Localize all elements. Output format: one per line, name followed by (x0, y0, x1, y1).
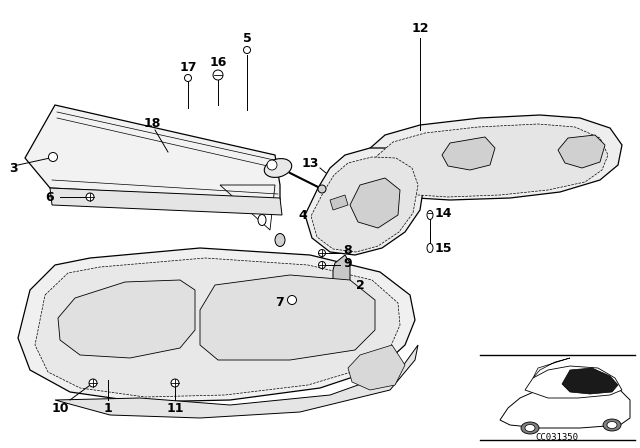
Text: 15: 15 (435, 241, 452, 254)
Text: 14: 14 (435, 207, 452, 220)
Polygon shape (368, 124, 608, 197)
Polygon shape (18, 248, 415, 402)
Ellipse shape (287, 296, 296, 305)
Ellipse shape (318, 185, 326, 193)
Polygon shape (305, 148, 425, 255)
Text: 5: 5 (243, 31, 252, 44)
Text: 11: 11 (166, 401, 184, 414)
Ellipse shape (86, 193, 94, 201)
Text: 18: 18 (143, 116, 161, 129)
Text: 2: 2 (356, 279, 364, 292)
Ellipse shape (275, 233, 285, 246)
Polygon shape (525, 366, 622, 398)
Text: 4: 4 (299, 208, 307, 221)
Text: 13: 13 (301, 156, 319, 169)
Polygon shape (35, 258, 400, 397)
Text: 8: 8 (344, 244, 352, 257)
Polygon shape (562, 368, 618, 394)
Ellipse shape (319, 250, 326, 257)
Text: 7: 7 (276, 296, 284, 309)
Polygon shape (333, 255, 350, 296)
Ellipse shape (264, 159, 292, 177)
Ellipse shape (258, 215, 266, 225)
Ellipse shape (89, 379, 97, 387)
Polygon shape (50, 188, 282, 215)
Polygon shape (58, 280, 195, 358)
Text: 1: 1 (104, 401, 113, 414)
Polygon shape (558, 135, 605, 168)
Polygon shape (350, 178, 400, 228)
Ellipse shape (267, 160, 277, 170)
Text: 16: 16 (209, 56, 227, 69)
Text: 10: 10 (51, 401, 68, 414)
Ellipse shape (213, 70, 223, 80)
Polygon shape (200, 275, 375, 360)
Ellipse shape (184, 74, 191, 82)
Text: 17: 17 (179, 60, 196, 73)
Ellipse shape (427, 211, 433, 220)
Ellipse shape (525, 425, 535, 431)
Polygon shape (25, 105, 280, 200)
Polygon shape (311, 157, 418, 252)
Ellipse shape (171, 379, 179, 387)
Polygon shape (55, 345, 418, 418)
Ellipse shape (319, 262, 326, 268)
Text: 6: 6 (45, 190, 54, 203)
Text: 9: 9 (344, 257, 352, 270)
Polygon shape (358, 115, 622, 200)
Polygon shape (442, 137, 495, 170)
Ellipse shape (521, 422, 539, 434)
Ellipse shape (49, 152, 58, 161)
Polygon shape (348, 345, 405, 390)
Polygon shape (533, 358, 570, 378)
Text: 12: 12 (412, 22, 429, 34)
Ellipse shape (427, 244, 433, 253)
Text: 3: 3 (10, 161, 19, 175)
Ellipse shape (603, 419, 621, 431)
Polygon shape (500, 385, 630, 428)
Ellipse shape (607, 422, 617, 428)
Ellipse shape (243, 47, 250, 53)
Text: CC031350: CC031350 (536, 432, 579, 441)
Polygon shape (330, 195, 348, 210)
